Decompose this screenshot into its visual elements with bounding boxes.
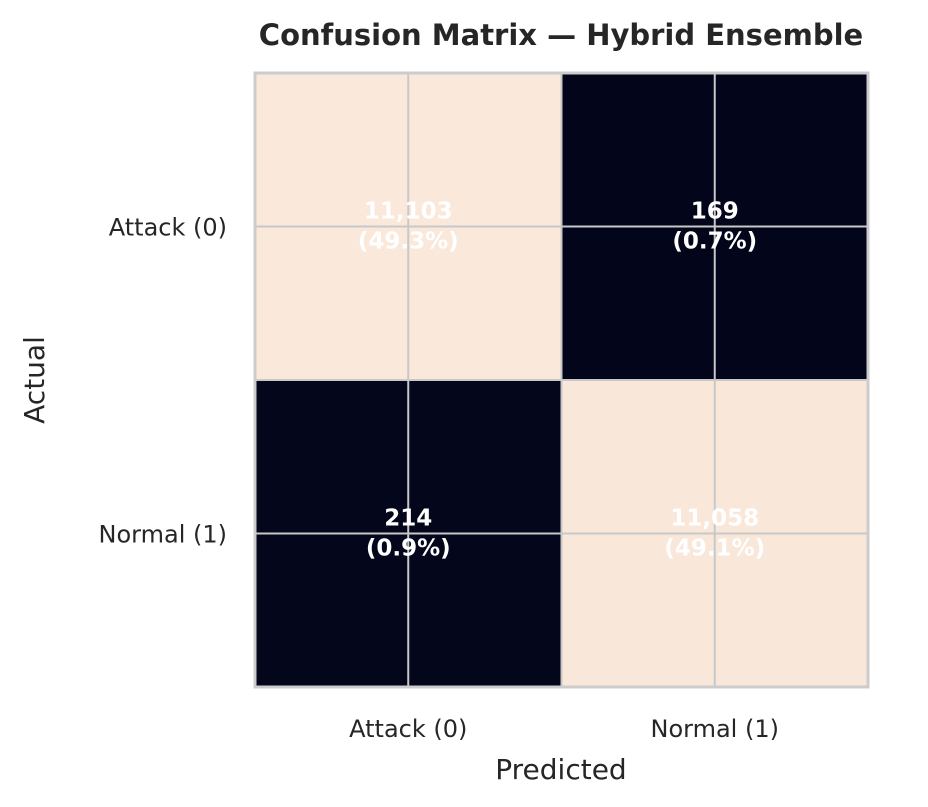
heatmap-gridlines <box>255 73 868 687</box>
cell-percent-label: (0.9%) <box>366 536 451 562</box>
cell-count-label: 214 <box>384 506 432 532</box>
cell-count-label: 169 <box>691 199 739 225</box>
x-tick-label: Attack (0) <box>349 715 467 743</box>
cell-count-label: 11,103 <box>364 199 453 225</box>
x-tick-label: Normal (1) <box>651 715 779 743</box>
cell-count-label: 11,058 <box>670 506 759 532</box>
chart-title: Confusion Matrix — Hybrid Ensemble <box>259 18 863 52</box>
x-tick-labels: Attack (0) Normal (1) <box>349 715 779 743</box>
cell-percent-label: (0.7%) <box>672 229 757 255</box>
plot-frame <box>253 71 870 689</box>
x-axis-label: Predicted <box>495 753 626 786</box>
y-tick-label: Attack (0) <box>109 214 227 242</box>
y-tick-label: Normal (1) <box>99 521 227 549</box>
cell-percent-label: (49.3%) <box>358 229 459 255</box>
y-axis-label: Actual <box>18 336 51 424</box>
y-tick-labels: Attack (0) Normal (1) <box>99 214 227 549</box>
cell-labels: 11,103 (49.3%) 169 (0.7%) 214 (0.9%) 11,058 (49… <box>358 199 765 562</box>
cell-percent-label: (49.1%) <box>664 536 765 562</box>
